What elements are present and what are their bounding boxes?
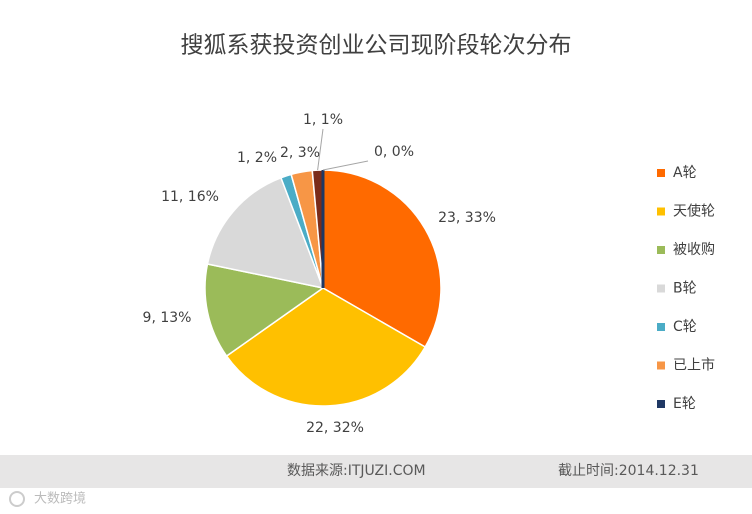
slice (204, 263, 325, 358)
watermark-icon (9, 491, 25, 507)
legend-label: B轮 (673, 281, 697, 297)
legend-label: E轮 (673, 396, 696, 412)
legend-swatch (657, 207, 665, 216)
chart-title: 搜狐系获投资创业公司现阶段轮次分布 (181, 33, 572, 59)
data-label: 1, 2% (237, 150, 277, 166)
legend-label: 天使轮 (673, 203, 715, 220)
watermark: 大数跨境 (34, 492, 86, 507)
footer-band (0, 455, 752, 488)
legend-swatch (657, 323, 665, 331)
slice (206, 176, 325, 290)
date: 截止时间:2014.12.31 (558, 463, 699, 479)
data-label: 22, 32% (306, 420, 364, 436)
legend-swatch (657, 246, 665, 254)
data-label: 0, 0% (374, 144, 414, 160)
data-label: 11, 16% (161, 189, 219, 205)
leader-line (322, 160, 369, 171)
legend-swatch (657, 284, 665, 293)
data-label: 23, 33% (438, 210, 496, 226)
slice (225, 287, 427, 407)
legend-swatch (657, 361, 665, 370)
source: 数据来源:ITJUZI.COM (287, 463, 426, 479)
data-label: 2, 3% (280, 145, 320, 161)
legend-swatch (657, 400, 665, 408)
legend-swatch (657, 169, 665, 177)
legend-label: 已上市 (673, 357, 715, 374)
legend-label: 被收购 (673, 242, 715, 258)
legend-label: A轮 (673, 165, 697, 181)
leader-line (317, 128, 324, 171)
data-label: 1, 1% (303, 112, 343, 128)
slice (322, 169, 442, 349)
data-label: 9, 13% (143, 310, 192, 326)
legend-label: C轮 (673, 319, 697, 335)
